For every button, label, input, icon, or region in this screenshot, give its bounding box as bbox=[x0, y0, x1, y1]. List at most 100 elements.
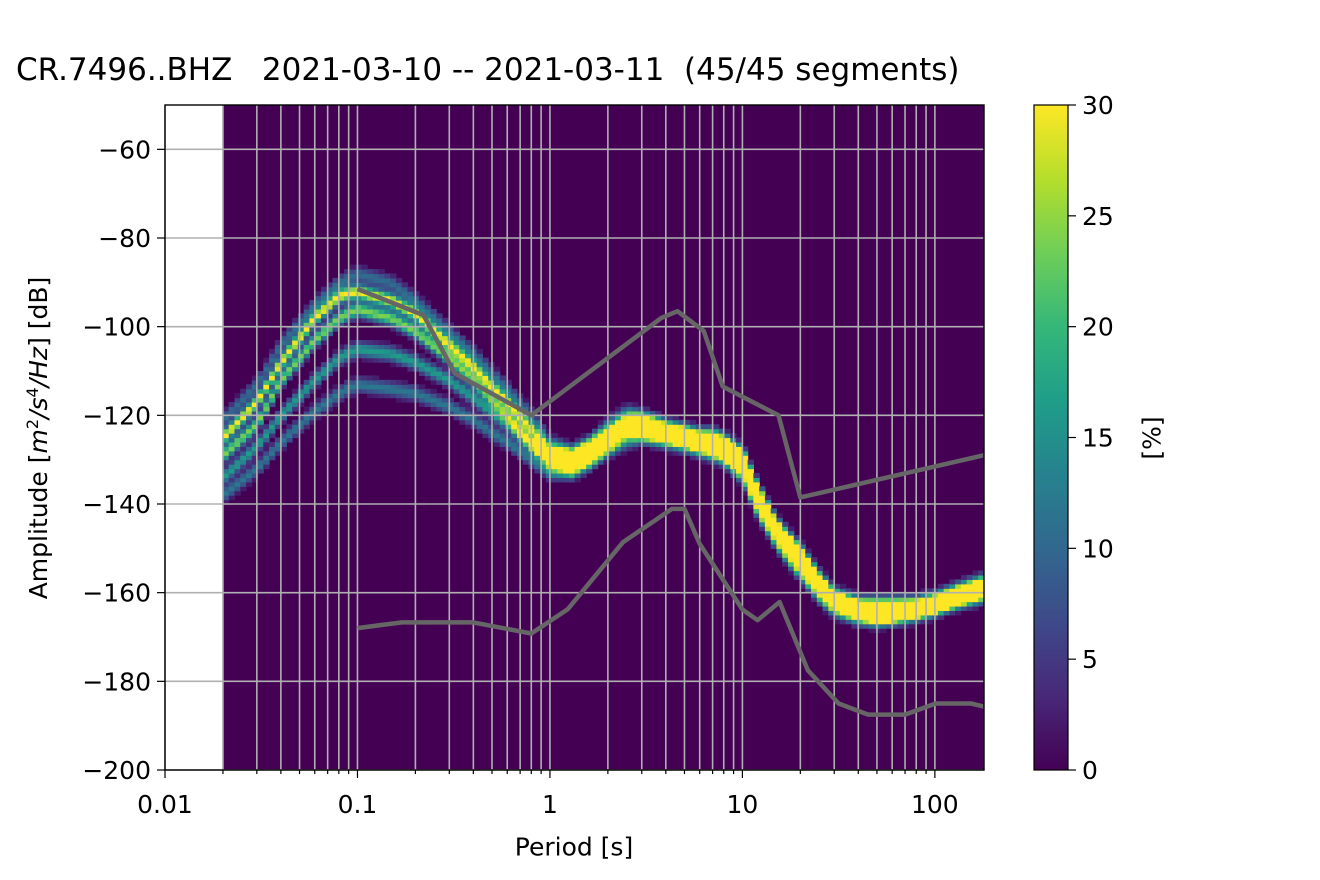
heatmap-cell bbox=[320, 410, 328, 416]
heatmap-cell bbox=[845, 619, 852, 625]
heatmap-cell bbox=[713, 450, 720, 456]
heatmap-cell bbox=[776, 552, 783, 558]
heatmap-cell bbox=[447, 375, 455, 381]
heatmap-cell bbox=[868, 592, 876, 598]
heatmap-cell bbox=[280, 446, 287, 452]
heatmap-cell bbox=[424, 331, 432, 337]
heatmap-cell bbox=[643, 419, 651, 425]
heatmap-cell bbox=[857, 623, 864, 629]
heatmap-cell bbox=[805, 557, 812, 563]
heatmap-cell bbox=[413, 366, 420, 372]
heatmap-cell bbox=[557, 477, 564, 483]
heatmap-cell bbox=[372, 379, 380, 385]
heatmap-cell bbox=[741, 486, 749, 492]
heatmap-cell bbox=[453, 415, 460, 421]
heatmap-cell bbox=[453, 339, 460, 345]
heatmap-cell bbox=[909, 614, 916, 620]
heatmap-cell bbox=[407, 388, 414, 394]
heatmap-cell bbox=[736, 468, 743, 474]
heatmap-cell bbox=[868, 610, 876, 616]
heatmap-cell bbox=[770, 508, 778, 514]
heatmap-cell bbox=[292, 406, 299, 412]
heatmap-cell bbox=[447, 406, 455, 412]
heatmap-cell bbox=[655, 428, 662, 434]
heatmap-cell bbox=[955, 583, 962, 589]
heatmap-cell bbox=[361, 264, 368, 270]
heatmap-cell bbox=[378, 273, 385, 279]
heatmap-cell bbox=[661, 424, 668, 430]
heatmap-cell bbox=[378, 313, 385, 319]
heatmap-cell bbox=[303, 419, 311, 425]
heatmap-cell bbox=[545, 477, 553, 483]
heatmap-cell bbox=[551, 459, 558, 465]
heatmap-cell bbox=[442, 410, 449, 416]
heatmap-cell bbox=[955, 588, 962, 594]
heatmap-cell bbox=[442, 379, 449, 385]
heatmap-cell bbox=[828, 592, 835, 598]
heatmap-cell bbox=[251, 455, 259, 461]
heatmap-cell bbox=[303, 388, 311, 394]
heatmap-cell bbox=[297, 335, 305, 341]
heatmap-cell bbox=[303, 353, 311, 359]
heatmap-cell bbox=[453, 388, 460, 394]
heatmap-cell bbox=[234, 402, 241, 408]
heatmap-cell bbox=[707, 428, 714, 434]
heatmap-cell bbox=[309, 415, 316, 421]
chart-title: CR.7496..BHZ 2021-03-10 -- 2021-03-11 (4… bbox=[16, 52, 960, 88]
heatmap-cell bbox=[580, 472, 587, 478]
heatmap-cell bbox=[764, 512, 772, 518]
heatmap-cell bbox=[338, 388, 345, 394]
heatmap-cell bbox=[563, 441, 570, 447]
heatmap-cell bbox=[689, 437, 697, 443]
heatmap-cell bbox=[251, 477, 259, 483]
heatmap-cell bbox=[914, 619, 922, 625]
heatmap-cell bbox=[736, 437, 743, 443]
heatmap-cell bbox=[868, 628, 876, 634]
heatmap-cell bbox=[787, 539, 795, 545]
heatmap-cell bbox=[563, 464, 570, 470]
heatmap-cell bbox=[724, 437, 731, 443]
heatmap-cell bbox=[344, 273, 351, 279]
heatmap-cell bbox=[378, 353, 385, 359]
heatmap-cell bbox=[545, 455, 553, 461]
heatmap-cell bbox=[367, 317, 374, 323]
heatmap-cell bbox=[465, 397, 472, 403]
heatmap-cell bbox=[972, 583, 979, 589]
heatmap-cell bbox=[332, 304, 339, 310]
heatmap-cell bbox=[320, 362, 328, 368]
heatmap-cell bbox=[759, 508, 766, 514]
heatmap-cell bbox=[436, 322, 443, 328]
heatmap-cell bbox=[442, 335, 449, 341]
heatmap-cell bbox=[246, 393, 253, 399]
heatmap-cell bbox=[309, 335, 316, 341]
heatmap-cell bbox=[269, 415, 276, 421]
heatmap-cell bbox=[407, 317, 414, 323]
heatmap-cell bbox=[851, 588, 858, 594]
heatmap-cell bbox=[632, 437, 639, 443]
heatmap-cell bbox=[499, 375, 507, 381]
heatmap-cell bbox=[222, 441, 230, 447]
noise-model-nhnm bbox=[356, 286, 984, 500]
heatmap-cell bbox=[442, 331, 449, 337]
heatmap-cell bbox=[966, 583, 974, 589]
heatmap-cell bbox=[937, 614, 945, 620]
heatmap-cell bbox=[632, 446, 639, 452]
heatmap-cell bbox=[540, 424, 547, 430]
heatmap-cell bbox=[880, 610, 887, 616]
heatmap-cell bbox=[839, 583, 847, 589]
heatmap-cell bbox=[430, 366, 437, 372]
heatmap-cell bbox=[251, 393, 259, 399]
heatmap-cell bbox=[966, 605, 974, 611]
heatmap-cell bbox=[851, 597, 858, 603]
heatmap-cell bbox=[499, 402, 507, 408]
heatmap-cell bbox=[655, 446, 662, 452]
heatmap-cell bbox=[666, 450, 674, 456]
heatmap-cell bbox=[597, 437, 605, 443]
heatmap-cell bbox=[943, 597, 951, 603]
heatmap-cell bbox=[234, 410, 241, 416]
heatmap-cell bbox=[418, 366, 426, 372]
heatmap-cell bbox=[736, 464, 743, 470]
heatmap-cell bbox=[949, 610, 956, 616]
heatmap-cell bbox=[736, 472, 743, 478]
heatmap-cell bbox=[851, 601, 858, 607]
